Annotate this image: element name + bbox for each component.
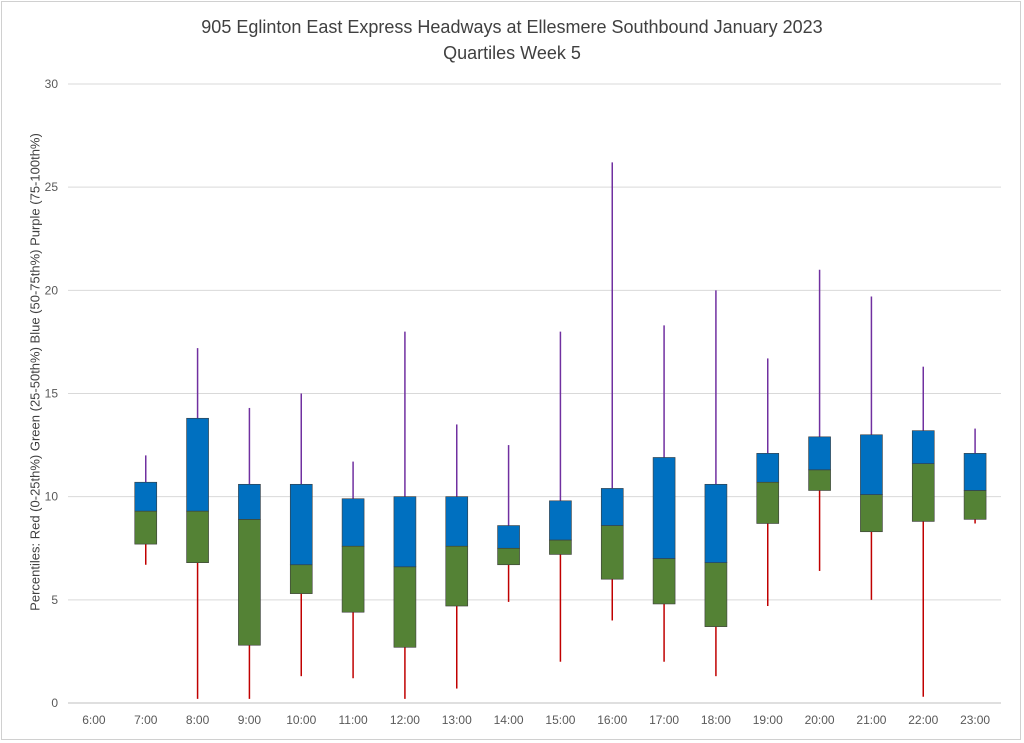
box-upper-quartile: [238, 483, 261, 520]
x-tick-label: 22:00: [908, 713, 938, 727]
box-lower-quartile: [600, 525, 624, 580]
chart-subtitle: Quartiles Week 5: [443, 43, 581, 63]
box-lower-quartile: [911, 463, 935, 522]
y-tick-label: 20: [45, 283, 59, 297]
x-tick-label: 6:00: [82, 713, 106, 727]
y-tick-label: 5: [51, 593, 58, 607]
x-tick-label: 11:00: [339, 713, 368, 727]
box-lower-quartile: [860, 494, 883, 533]
box-upper-quartile: [860, 434, 883, 495]
x-tick-label: 23:00: [960, 713, 990, 727]
x-tick-label: 15:00: [545, 713, 575, 727]
x-tick-label: 10:00: [286, 713, 316, 727]
box-lower-quartile: [756, 481, 780, 524]
box-lower-quartile: [963, 490, 987, 520]
x-tick-label: 7:00: [134, 713, 158, 727]
box-lower-quartile: [341, 545, 365, 613]
box-upper-quartile: [652, 457, 676, 559]
box-upper-quartile: [549, 500, 572, 541]
x-tick-label: 9:00: [238, 713, 262, 727]
box-upper-quartile: [911, 430, 935, 464]
box-lower-quartile: [704, 562, 728, 627]
box-lower-quartile: [134, 510, 158, 545]
x-tick-label: 14:00: [494, 713, 524, 727]
x-tick-label: 21:00: [856, 713, 886, 727]
y-tick-label: 15: [45, 387, 59, 401]
box-upper-quartile: [808, 436, 831, 471]
box-upper-quartile: [134, 481, 158, 512]
x-tick-label: 20:00: [805, 713, 835, 727]
box-lower-quartile: [393, 566, 417, 648]
x-tick-label: 16:00: [597, 713, 627, 727]
x-tick-label: 12:00: [390, 713, 420, 727]
box-lower-quartile: [445, 545, 469, 607]
box-lower-quartile: [186, 510, 209, 563]
box-lower-quartile: [808, 469, 831, 491]
y-tick-label: 30: [45, 77, 59, 91]
box-upper-quartile: [600, 488, 624, 526]
box-upper-quartile: [393, 496, 417, 568]
box-lower-quartile: [497, 547, 520, 566]
box-lower-quartile: [652, 558, 676, 605]
x-tick-label: 17:00: [649, 713, 679, 727]
box-upper-quartile: [186, 417, 209, 512]
x-tick-label: 13:00: [442, 713, 472, 727]
box-upper-quartile: [963, 453, 987, 491]
box-lower-quartile: [549, 539, 572, 555]
y-tick-label: 10: [45, 490, 59, 504]
box-upper-quartile: [341, 498, 365, 547]
box-upper-quartile: [497, 525, 520, 549]
y-tick-label: 25: [45, 180, 59, 194]
box-upper-quartile: [445, 496, 469, 547]
x-tick-label: 19:00: [753, 713, 783, 727]
y-tick-label: 0: [51, 696, 58, 710]
box-lower-quartile: [289, 564, 313, 594]
box-upper-quartile: [756, 453, 780, 483]
x-tick-label: 8:00: [186, 713, 210, 727]
box-upper-quartile: [704, 483, 728, 563]
box-upper-quartile: [289, 483, 313, 566]
chart-title: 905 Eglinton East Express Headways at El…: [201, 17, 823, 37]
x-tick-label: 18:00: [701, 713, 731, 727]
box-lower-quartile: [238, 519, 261, 646]
